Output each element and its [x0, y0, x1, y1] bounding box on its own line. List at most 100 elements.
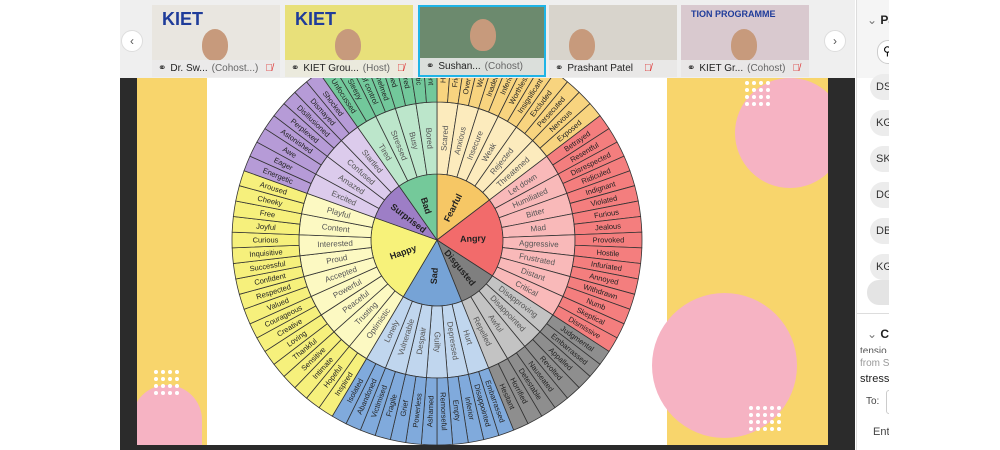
secondary-emotion-label: Scared [439, 125, 450, 151]
participant-name: KIET Grou... [303, 63, 359, 74]
decor-dot [770, 427, 774, 431]
decor-dot [168, 384, 172, 388]
mic-muted-icon: 🎙̸ [397, 63, 405, 74]
secondary-emotion-label: Content [321, 222, 351, 234]
mic-muted-icon: 🎙̸ [792, 63, 800, 74]
decor-dot [763, 406, 767, 410]
secondary-emotion-label: Despair [415, 326, 428, 355]
banner-logo: KIET [162, 9, 204, 29]
participant-avatar[interactable]: DB [870, 218, 889, 244]
participant-tile[interactable]: KIET ⚭ KIET Grou... (Host) 🎙̸ [285, 5, 413, 77]
participant-face [470, 19, 496, 51]
participant-tile[interactable]: KIET ⚭ Dr. Sw... (Cohost...) 🎙̸ [152, 5, 280, 77]
tertiary-emotion-label: Remorseful [438, 392, 448, 431]
decor-dot [168, 370, 172, 374]
chat-recipient-select[interactable] [886, 390, 889, 414]
participant-avatar[interactable]: KG [870, 254, 889, 280]
participants-action-button[interactable] [867, 280, 889, 305]
decor-dot [766, 88, 770, 92]
decor-dot [175, 377, 179, 381]
secondary-emotion-label: Interested [317, 239, 353, 249]
decor-dot [749, 427, 753, 431]
tertiary-emotion-label: Joyful [256, 222, 277, 232]
decor-dot [175, 384, 179, 388]
search-icon: ⚲ [883, 44, 889, 58]
next-participants-button[interactable]: › [824, 30, 846, 52]
chevron-down-icon: ⌄ [867, 327, 881, 341]
divider [857, 313, 889, 314]
participant-name: Prashant Patel [567, 63, 633, 74]
decor-dot [766, 102, 770, 106]
tertiary-emotion-label: Inferior [463, 396, 476, 421]
participant-name: Dr. Sw... [170, 63, 208, 74]
decor-dot [749, 413, 753, 417]
participant-tile[interactable]: TION PROGRAMME ⚭ KIET Gr... (Cohost) 🎙̸ [681, 5, 809, 77]
mic-muted-icon: 🎙̸ [265, 63, 273, 74]
secondary-emotion-label: Mad [530, 223, 546, 234]
participant-role: (Cohost) [484, 61, 524, 72]
tertiary-emotion-label: Inquisitive [249, 247, 283, 259]
decor-dot [154, 377, 158, 381]
participant-avatar[interactable]: DS [870, 74, 889, 100]
decor-dot [759, 81, 763, 85]
chat-input[interactable]: Ent [873, 426, 889, 438]
prev-participants-button[interactable]: ‹ [121, 30, 143, 52]
tertiary-emotion-label: Grief [398, 399, 410, 418]
secondary-emotion-label: Aggressive [519, 239, 559, 250]
decor-dot [777, 420, 781, 424]
decor-dot [168, 391, 172, 395]
tertiary-emotion-label: Frightened [450, 78, 463, 88]
decor-dot [759, 95, 763, 99]
chevron-right-icon: › [833, 34, 837, 48]
chat-message-line: stress [860, 373, 889, 385]
decor-dot [752, 81, 756, 85]
decor-dot [161, 370, 165, 374]
participant-avatar[interactable]: KG [870, 110, 889, 136]
participant-face [731, 29, 757, 61]
tertiary-emotion-label: Indifferent [425, 78, 435, 86]
secondary-emotion-label: Guilty [433, 332, 442, 352]
decor-dot [752, 102, 756, 106]
chevron-down-icon: ⌄ [867, 13, 881, 27]
decor-dot [756, 406, 760, 410]
tertiary-emotion-label: Free [259, 208, 276, 219]
decor-dot [745, 95, 749, 99]
participant-avatar[interactable]: DG [870, 182, 889, 208]
headset-icon: ⚭ [291, 63, 300, 74]
secondary-emotion-label: Proud [326, 253, 349, 266]
decor-dot [770, 420, 774, 424]
decor-dot [766, 81, 770, 85]
participant-tile[interactable]: ⚭ Prashant Patel 🎙̸ [549, 5, 677, 77]
decor-dot [777, 413, 781, 417]
slide-yellow-strip-left [137, 78, 207, 445]
decor-dot [161, 391, 165, 395]
decor-dot [777, 427, 781, 431]
decor-dot [759, 102, 763, 106]
decor-dot [770, 406, 774, 410]
participants-header[interactable]: ⌄ Pa [867, 13, 889, 27]
side-panel: ⌄ Pa ⚲ DS KG SK DG DB KG ⌄ Ch tensio from S s… [856, 0, 889, 450]
decor-circle [735, 78, 828, 188]
decor-dot [759, 88, 763, 92]
decor-dot [161, 384, 165, 388]
decor-dot [770, 413, 774, 417]
decor-dot [756, 413, 760, 417]
tertiary-emotion-label: Ashamed [425, 395, 435, 427]
chat-to-label: To: [866, 396, 880, 407]
decor-dot [154, 370, 158, 374]
headset-icon: ⚭ [555, 63, 564, 74]
core-emotion-label: Angry [460, 233, 486, 244]
participant-role: (Cohost...) [211, 63, 259, 74]
participant-tile[interactable]: ⚭ Sushan... (Cohost) [418, 5, 546, 77]
decor-dot [756, 420, 760, 424]
decor-dot [766, 95, 770, 99]
tertiary-emotion-segment [424, 78, 438, 103]
chat-header[interactable]: ⌄ Ch [867, 327, 889, 341]
decor-dot [777, 406, 781, 410]
participant-avatar[interactable]: SK [870, 146, 889, 172]
tertiary-emotion-label: Empty [451, 399, 462, 421]
tertiary-emotion-label: Jealous [595, 221, 622, 232]
decor-dot [763, 420, 767, 424]
decor-dot [168, 377, 172, 381]
tertiary-emotion-label: Worried [475, 78, 491, 88]
